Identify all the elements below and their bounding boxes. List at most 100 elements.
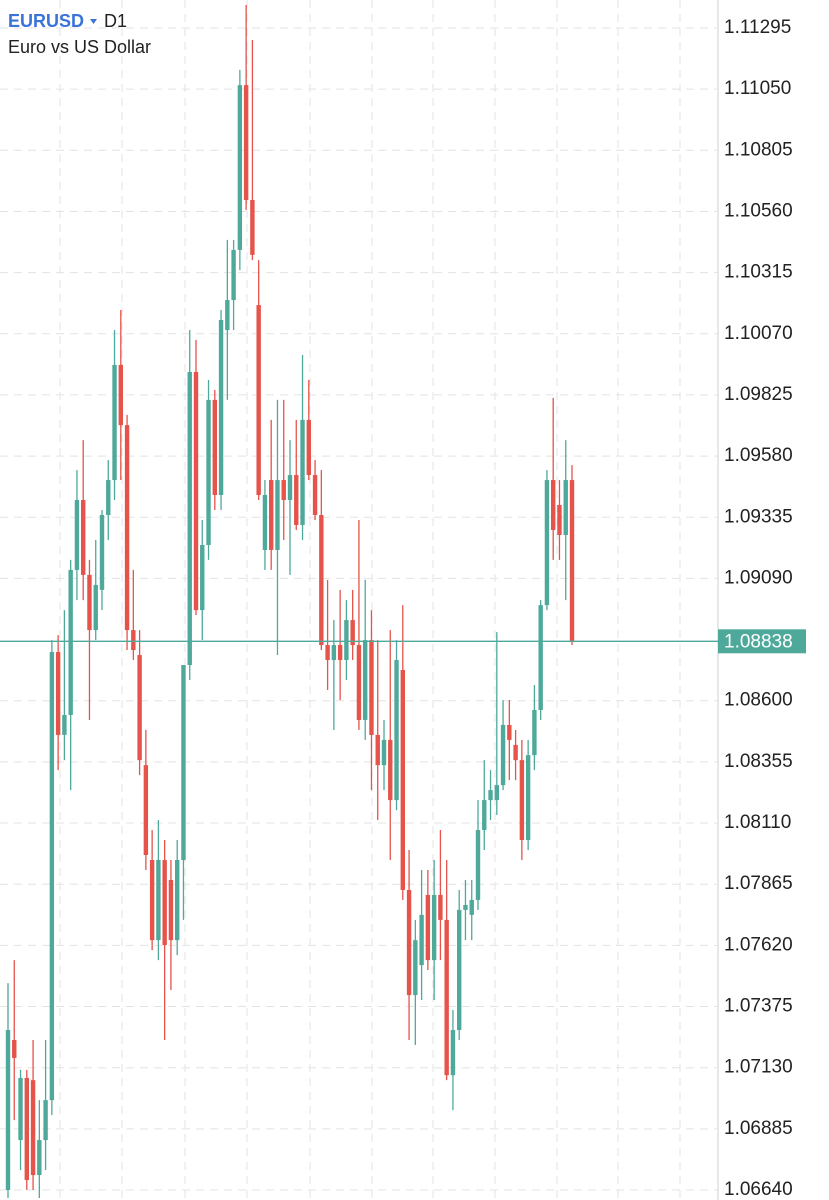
candle-body [131, 630, 136, 651]
y-tick-label: 1.07620 [724, 934, 793, 955]
candle-body [118, 364, 123, 426]
candle-body [99, 514, 105, 590]
candle-body [431, 894, 437, 961]
subtitle: Euro vs US Dollar [8, 37, 151, 57]
candle-body [375, 734, 380, 766]
candle-body [300, 419, 305, 525]
candle-body [218, 320, 224, 496]
y-tick-label: 1.08355 [724, 751, 793, 772]
candle-body [269, 480, 274, 550]
candle-body [569, 480, 575, 642]
vertical-grid [59, 0, 681, 1200]
candle-body [425, 894, 431, 961]
candle-body [494, 785, 499, 801]
candle-body [438, 894, 443, 920]
candle-body [206, 399, 211, 545]
y-tick-label: 1.11050 [724, 78, 791, 99]
candle-body [162, 859, 167, 946]
candle-body [112, 364, 117, 481]
candle-body [457, 909, 462, 1030]
candle-body [394, 660, 399, 801]
candle-body [62, 714, 67, 735]
candle-body [243, 85, 249, 200]
plot: 1.11295 1.11050 1.10805 1.10560 1.10315 1.100… [0, 4, 806, 1200]
last-price-badge [718, 629, 806, 654]
candle-body [93, 584, 98, 631]
y-tick-label: 1.09580 [724, 445, 793, 466]
candle-body [413, 940, 418, 996]
candle-body [444, 919, 449, 1076]
candle-body [482, 800, 487, 831]
candle-body [106, 480, 111, 515]
candle-body [181, 665, 186, 860]
candle-body [369, 640, 374, 735]
candle-body [5, 1029, 11, 1191]
candle-body [325, 645, 330, 661]
candle-body [312, 475, 318, 515]
candle-body [24, 1077, 29, 1181]
candle-body [168, 879, 174, 941]
candle-body [356, 645, 362, 720]
candle-body [212, 399, 217, 496]
candle-body [262, 495, 268, 550]
y-tick-label: 1.09090 [724, 567, 793, 588]
candle-body [469, 899, 474, 915]
candle-body [563, 480, 568, 535]
candle-body [500, 724, 506, 786]
y-tick-label: 1.07130 [724, 1057, 793, 1078]
candle-body [124, 425, 130, 631]
candle-body [306, 419, 311, 476]
candle-body [532, 709, 537, 756]
candle-body [551, 480, 556, 530]
symbol-dropdown-icon[interactable] [90, 19, 97, 24]
candle-body [406, 889, 412, 996]
y-tick-label: 1.07375 [724, 996, 793, 1017]
candle-body [193, 371, 199, 611]
candle-body [281, 480, 286, 501]
candle-body [87, 574, 92, 631]
candle-body [200, 544, 205, 611]
candle-body [400, 670, 405, 890]
y-tick-label: 1.07865 [724, 873, 793, 894]
candle-body [388, 739, 393, 801]
candle-body [12, 1039, 17, 1058]
candle-body [37, 1140, 42, 1176]
timeframe[interactable]: D1 [104, 11, 127, 31]
symbol[interactable]: EURUSD [8, 11, 84, 31]
candle-body [18, 1077, 23, 1141]
candle-body [81, 500, 86, 575]
candle-body [331, 645, 337, 661]
candle-body [519, 760, 525, 841]
candle-body [237, 85, 243, 250]
y-tick-label: 1.09825 [724, 384, 793, 405]
candle-body [344, 620, 349, 661]
candle-body [30, 1080, 36, 1176]
candle-body [507, 724, 512, 740]
candle-body [337, 645, 343, 661]
candle-body [143, 765, 149, 856]
y-tick-label: 1.08600 [724, 690, 793, 711]
y-tick-label: 1.10560 [724, 200, 793, 221]
candle-body [544, 480, 550, 606]
candle-body [419, 914, 424, 966]
candle-body [319, 514, 324, 646]
last-price-label: 1.08838 [724, 631, 793, 652]
candle-body [175, 859, 180, 941]
candle-body [463, 904, 468, 910]
candle-body [187, 371, 192, 666]
y-tick-label: 1.11295 [724, 17, 791, 38]
candle-body [149, 859, 155, 941]
y-tick-label: 1.10805 [724, 139, 793, 160]
candle-body [287, 475, 293, 501]
candle-body [74, 500, 80, 570]
candle-body [557, 505, 562, 535]
candle-body [450, 1029, 456, 1076]
y-tick-label: 1.10070 [724, 323, 793, 344]
candle-body [363, 640, 368, 720]
candle-body [513, 744, 518, 761]
y-tick-label: 1.06640 [724, 1179, 793, 1200]
candle-body [381, 739, 387, 766]
y-tick-label: 1.10315 [724, 262, 793, 283]
candle-body [55, 652, 61, 735]
